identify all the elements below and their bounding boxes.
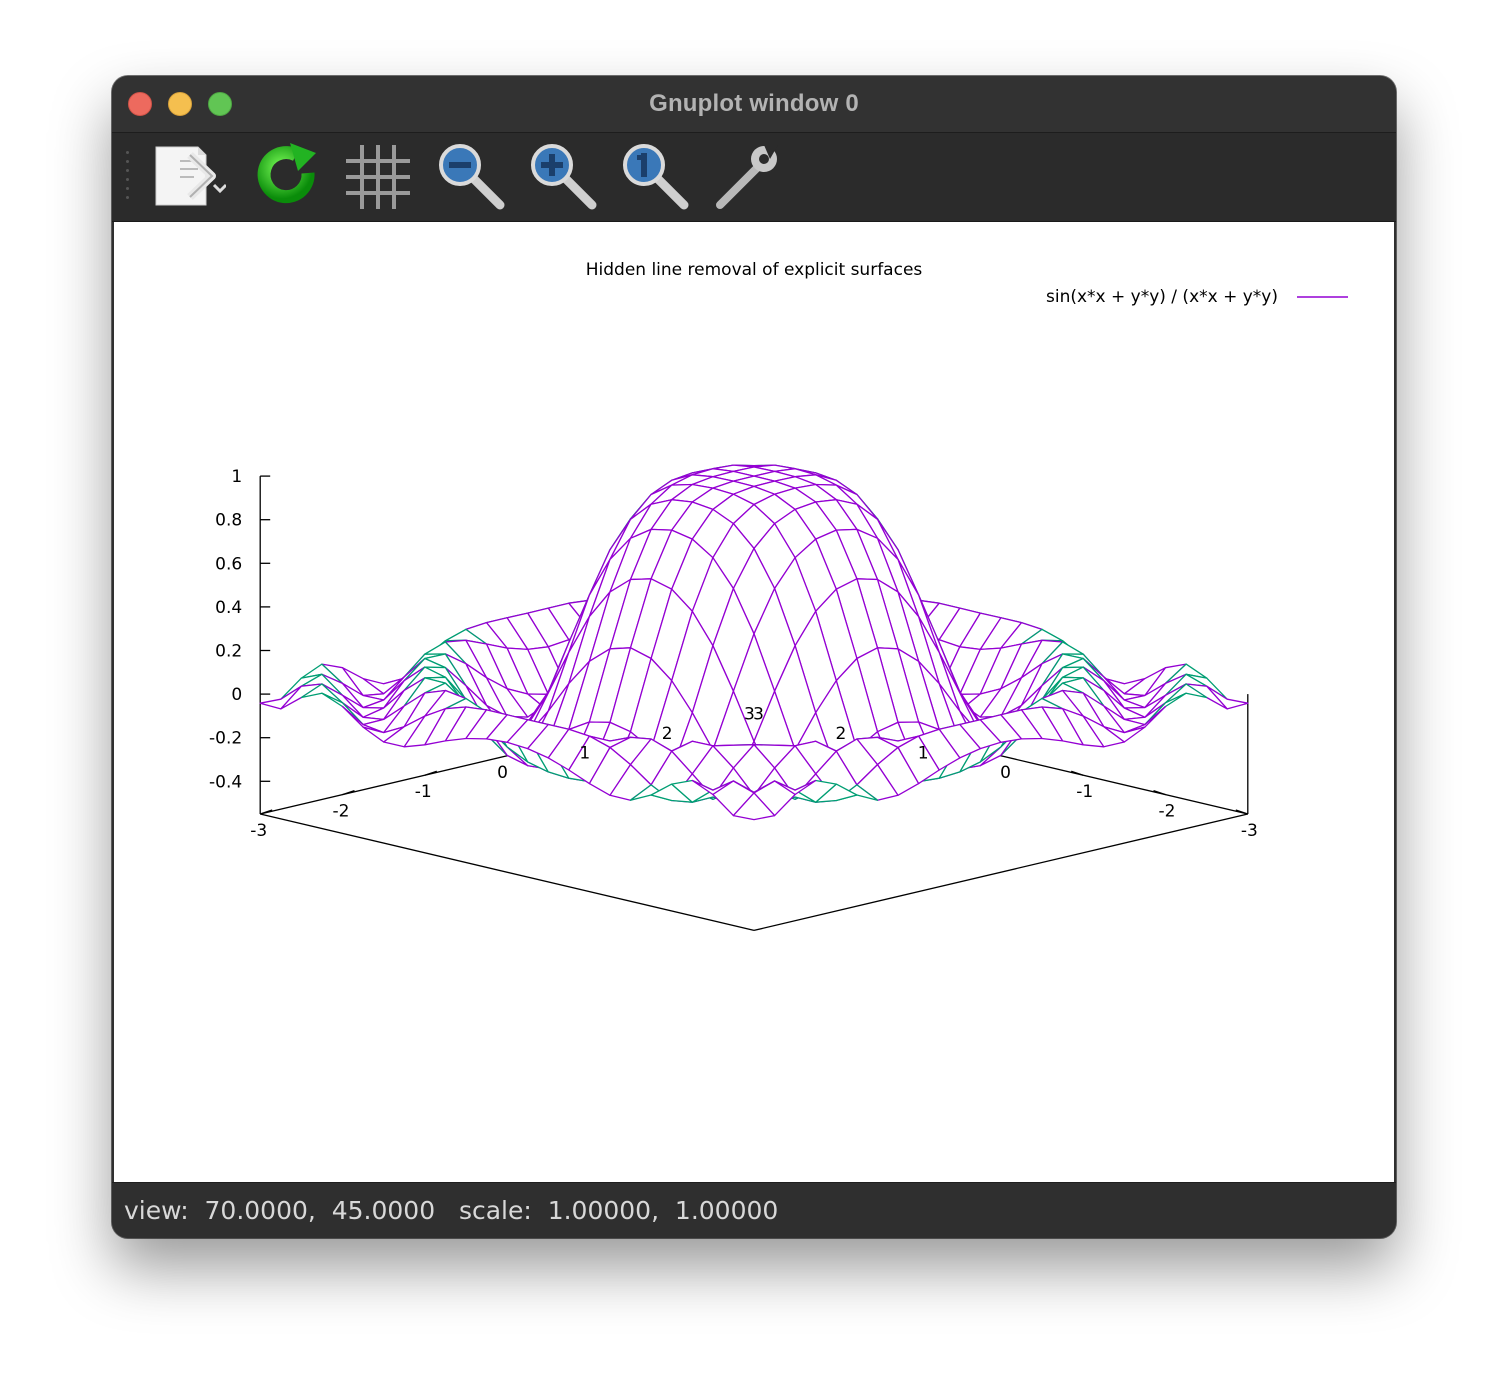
x-tick — [424, 770, 438, 776]
y-tick-label: 1 — [918, 743, 929, 763]
tick-labels: 1 0.8 0.6 0.4 0.2 0 -0.2 -0.4 -3 -2 -1 0 1 2 3 -3 -2 -1 0 1… — [209, 467, 1258, 841]
export-document-icon — [155, 146, 228, 206]
grid-button[interactable] — [340, 139, 416, 215]
toolbar-grip-icon[interactable] — [126, 151, 130, 207]
x-tick-label: 1 — [579, 743, 590, 763]
z-tick-label: 0.2 — [215, 642, 242, 662]
zoom-reset-icon — [623, 144, 689, 210]
x-tick-label: 0 — [497, 763, 508, 783]
wrench-icon — [716, 145, 778, 209]
legend-label: sin(x*x + y*y) / (x*x + y*y) — [1046, 287, 1278, 307]
close-button[interactable] — [128, 92, 152, 116]
plot-title: Hidden line removal of explicit surfaces — [586, 260, 923, 280]
z-tick-label: 0.8 — [215, 511, 242, 531]
gnuplot-window: Gnuplot window 0 — [112, 76, 1396, 1238]
floor-edge-back-right — [753, 813, 1248, 932]
x-tick-label: -1 — [415, 782, 432, 802]
x-tick-label: 3 — [744, 705, 755, 725]
x-tick — [342, 789, 355, 796]
z-tick-label: 0 — [231, 685, 242, 705]
surface-mesh — [259, 464, 1249, 821]
y-tick-label: -3 — [1241, 821, 1258, 841]
replot-button[interactable] — [250, 139, 326, 215]
x-tick — [259, 809, 273, 815]
view-status: view: 70.0000, 45.0000 scale: 1.00000, 1… — [124, 1196, 779, 1225]
y-tick — [1153, 789, 1166, 796]
title-bar[interactable]: Gnuplot window 0 — [112, 76, 1396, 133]
y-tick-label: 0 — [1000, 763, 1011, 783]
window-title: Gnuplot window 0 — [649, 90, 859, 117]
y-tick-label: -1 — [1076, 782, 1093, 802]
refresh-icon — [257, 143, 316, 204]
z-tick-label: -0.2 — [209, 729, 242, 749]
status-bar: view: 70.0000, 45.0000 scale: 1.00000, 1… — [112, 1182, 1396, 1238]
x-tick-label: 2 — [662, 724, 673, 744]
y-tick-label: 2 — [835, 724, 846, 744]
toolbar — [112, 133, 1396, 222]
z-tick-label: -0.4 — [209, 772, 242, 792]
z-tick-label: 0.4 — [215, 598, 242, 618]
zoom-previous-button[interactable] — [434, 139, 510, 215]
zoom-in-icon — [531, 144, 597, 210]
z-tick-label: 0.6 — [215, 554, 242, 574]
x-tick-label: -2 — [333, 802, 350, 822]
settings-button[interactable] — [710, 139, 786, 215]
zoom-button[interactable] — [208, 92, 232, 116]
x-tick-label: -3 — [250, 821, 267, 841]
autoscale-button[interactable] — [618, 139, 694, 215]
floor-edge-back-left — [260, 813, 755, 932]
export-button[interactable] — [150, 139, 228, 215]
y-tick — [1235, 809, 1249, 815]
grid-icon — [346, 145, 410, 209]
zoom-next-button[interactable] — [526, 139, 602, 215]
y-tick-label: 3 — [753, 705, 764, 725]
surface-quad — [732, 792, 776, 821]
zoom-out-icon — [439, 144, 505, 210]
y-tick-label: -2 — [1159, 802, 1176, 822]
minimize-button[interactable] — [168, 92, 192, 116]
z-tick-label: 1 — [231, 467, 242, 487]
y-tick — [1070, 770, 1084, 776]
surface-plot: Hidden line removal of explicit surfaces… — [209, 260, 1348, 932]
plot-canvas[interactable]: Hidden line removal of explicit surfaces… — [114, 222, 1394, 1182]
